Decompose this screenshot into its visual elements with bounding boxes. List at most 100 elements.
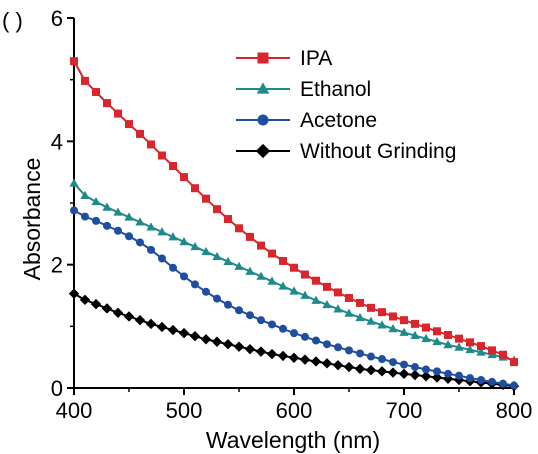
data-point-acetone xyxy=(499,379,507,388)
data-point-ipa xyxy=(389,312,397,321)
data-point-ethanol xyxy=(190,241,200,251)
data-point-without-grinding xyxy=(398,368,410,380)
data-point-ethanol xyxy=(388,324,398,333)
data-point-without-grinding xyxy=(299,354,311,365)
data-point-without-grinding xyxy=(321,358,333,369)
data-point-ipa xyxy=(334,288,342,297)
data-point-acetone xyxy=(103,221,111,230)
legend-item-acetone: Acetone xyxy=(236,109,377,132)
data-point-ethanol xyxy=(124,212,134,221)
data-point-acetone xyxy=(510,381,518,390)
data-point-ipa xyxy=(345,293,353,302)
data-point-ipa xyxy=(246,232,254,241)
data-point-ipa xyxy=(103,99,111,108)
legend-label-acetone: Acetone xyxy=(300,109,377,132)
data-point-without-grinding xyxy=(68,288,80,299)
data-point-ethanol xyxy=(157,227,167,236)
data-point-acetone xyxy=(378,355,386,364)
data-point-ipa xyxy=(202,194,210,203)
data-point-ipa xyxy=(411,319,419,328)
data-point-without-grinding xyxy=(365,364,377,376)
legend-item-ethanol: Ethanol xyxy=(236,78,371,101)
data-point-ipa xyxy=(499,350,507,359)
data-point-acetone xyxy=(334,343,342,352)
data-point-acetone xyxy=(422,365,430,374)
data-point-without-grinding xyxy=(167,324,179,336)
data-point-ipa xyxy=(510,358,518,367)
data-point-ethanol xyxy=(212,251,222,261)
data-point-ethanol xyxy=(410,330,420,339)
x-tick-label: 600 xyxy=(276,398,313,423)
data-point-without-grinding xyxy=(255,346,267,357)
data-point-without-grinding xyxy=(431,372,443,383)
data-point-ethanol xyxy=(333,304,343,313)
data-point-acetone xyxy=(213,294,221,303)
data-point-acetone xyxy=(477,375,485,384)
data-point-acetone xyxy=(279,324,287,333)
data-point-ipa xyxy=(301,270,309,279)
data-point-ipa xyxy=(136,129,144,138)
data-point-without-grinding xyxy=(277,350,289,362)
data-point-without-grinding xyxy=(332,359,344,371)
data-point-ethanol xyxy=(91,196,101,206)
data-point-acetone xyxy=(301,332,309,341)
data-point-without-grinding xyxy=(189,331,201,342)
data-point-acetone xyxy=(400,360,408,369)
data-point-ethanol xyxy=(168,232,178,241)
legend: IPA Ethanol Acetone Without Grinding xyxy=(236,47,456,163)
panel-label: ( ) xyxy=(2,8,23,33)
data-point-ipa xyxy=(257,241,265,250)
data-point-acetone xyxy=(455,371,463,380)
data-point-ipa xyxy=(488,346,496,355)
data-point-ipa xyxy=(169,162,177,170)
legend-label-ipa: IPA xyxy=(300,47,332,70)
data-point-ipa xyxy=(455,334,463,343)
data-point-without-grinding xyxy=(123,311,135,322)
y-axis-label: Absorbance xyxy=(19,158,45,281)
data-point-acetone xyxy=(312,336,320,345)
series-ipa xyxy=(70,57,518,367)
data-point-ethanol xyxy=(454,342,464,351)
x-tick-label: 400 xyxy=(56,398,93,423)
series-layer xyxy=(68,57,520,392)
data-point-ipa xyxy=(312,276,320,285)
data-point-acetone xyxy=(147,245,155,254)
data-point-acetone xyxy=(323,340,331,349)
legend-marker-ethanol xyxy=(256,82,270,94)
data-point-ipa xyxy=(290,263,298,272)
data-point-ipa xyxy=(400,316,408,325)
data-point-ethanol xyxy=(300,290,310,299)
data-point-acetone xyxy=(180,272,188,281)
legend-marker-without-grinding xyxy=(255,143,271,159)
data-point-acetone xyxy=(345,346,353,355)
data-point-ethanol xyxy=(432,336,442,346)
legend-marker-ipa xyxy=(257,52,269,64)
data-point-acetone xyxy=(411,363,419,372)
data-point-acetone xyxy=(488,377,496,386)
data-point-without-grinding xyxy=(222,339,234,350)
data-point-ipa xyxy=(213,205,221,214)
data-point-without-grinding xyxy=(90,298,102,310)
data-point-ipa xyxy=(125,120,133,129)
data-point-ipa xyxy=(92,88,100,96)
data-point-without-grinding xyxy=(310,356,322,367)
data-point-acetone xyxy=(169,263,177,272)
data-point-ipa xyxy=(158,151,166,160)
data-point-without-grinding xyxy=(409,369,421,381)
data-point-ipa xyxy=(477,342,485,351)
data-point-ethanol xyxy=(366,316,376,325)
data-point-without-grinding xyxy=(211,336,223,347)
data-point-ethanol xyxy=(256,271,266,280)
data-point-ipa xyxy=(323,282,331,291)
x-tick-label: 800 xyxy=(496,398,533,423)
data-point-ethanol xyxy=(135,217,145,226)
data-point-ipa xyxy=(433,327,441,336)
data-point-ethanol xyxy=(245,266,255,275)
data-point-acetone xyxy=(114,226,122,235)
data-point-without-grinding xyxy=(343,361,355,373)
data-point-ethanol xyxy=(476,347,486,356)
data-point-acetone xyxy=(433,367,441,376)
data-point-ethanol xyxy=(465,344,475,354)
data-point-acetone xyxy=(81,212,89,221)
data-point-ethanol xyxy=(102,202,112,211)
